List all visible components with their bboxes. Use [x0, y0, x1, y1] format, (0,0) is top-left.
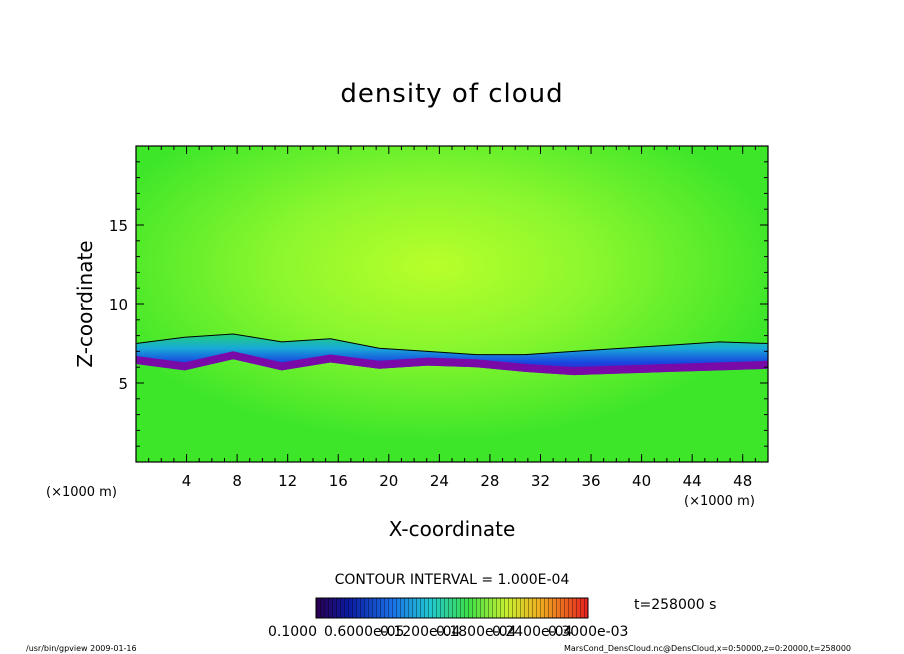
x-tick-label: 4	[182, 472, 192, 490]
colorbar-label: 0.6000e-05	[324, 624, 404, 640]
x-tick-label: 48	[733, 472, 752, 490]
x-tick-label: 24	[430, 472, 449, 490]
colorbar-label: 0.1800e-04	[436, 624, 517, 640]
x-tick-label: 28	[480, 472, 499, 490]
contour-interval-label: CONTOUR INTERVAL = 1.000E-04	[335, 572, 570, 588]
x-tick-label: 44	[683, 472, 702, 490]
cloud-base-strip	[136, 351, 768, 376]
contour-line	[136, 333, 768, 356]
time-label: t=258000 s	[634, 597, 716, 613]
y-tick-label: 15	[109, 217, 128, 235]
footer-right: MarsCond_DensCloud.nc@DensCloud,x=0:5000…	[564, 644, 851, 653]
colorbar-label: 0.3000e-03	[548, 624, 628, 640]
x-tick-label: 40	[632, 472, 651, 490]
x-tick-label: 32	[531, 472, 550, 490]
y-tick-label: 10	[109, 296, 128, 314]
x-tick-label: 8	[232, 472, 242, 490]
colorbar-label: 0.1000	[268, 624, 317, 640]
colorbar-label: 0.2400e-04	[492, 624, 573, 640]
y-tick-label: 5	[118, 375, 128, 393]
colorbar-labels: 0.1000 0.6000e-050.1200e-040.1800e-040.24…	[268, 624, 628, 640]
colorbar	[315, 597, 589, 619]
x-tick-label: 16	[329, 472, 348, 490]
x-tick-label: 12	[278, 472, 297, 490]
footer-left: /usr/bin/gpview 2009-01-16	[26, 644, 137, 653]
x-axis-unit: (×1000 m)	[684, 494, 755, 509]
x-axis-label: X-coordinate	[389, 517, 516, 541]
x-tick-label: 36	[581, 472, 600, 490]
y-axis-label: Z-coordinate	[73, 240, 97, 367]
y-axis-unit: (×1000 m)	[46, 485, 117, 500]
chart-title: density of cloud	[340, 79, 563, 109]
heatmap-field	[136, 146, 768, 462]
x-tick-label: 20	[379, 472, 398, 490]
colorbar-label: 0.1200e-04	[380, 624, 461, 640]
